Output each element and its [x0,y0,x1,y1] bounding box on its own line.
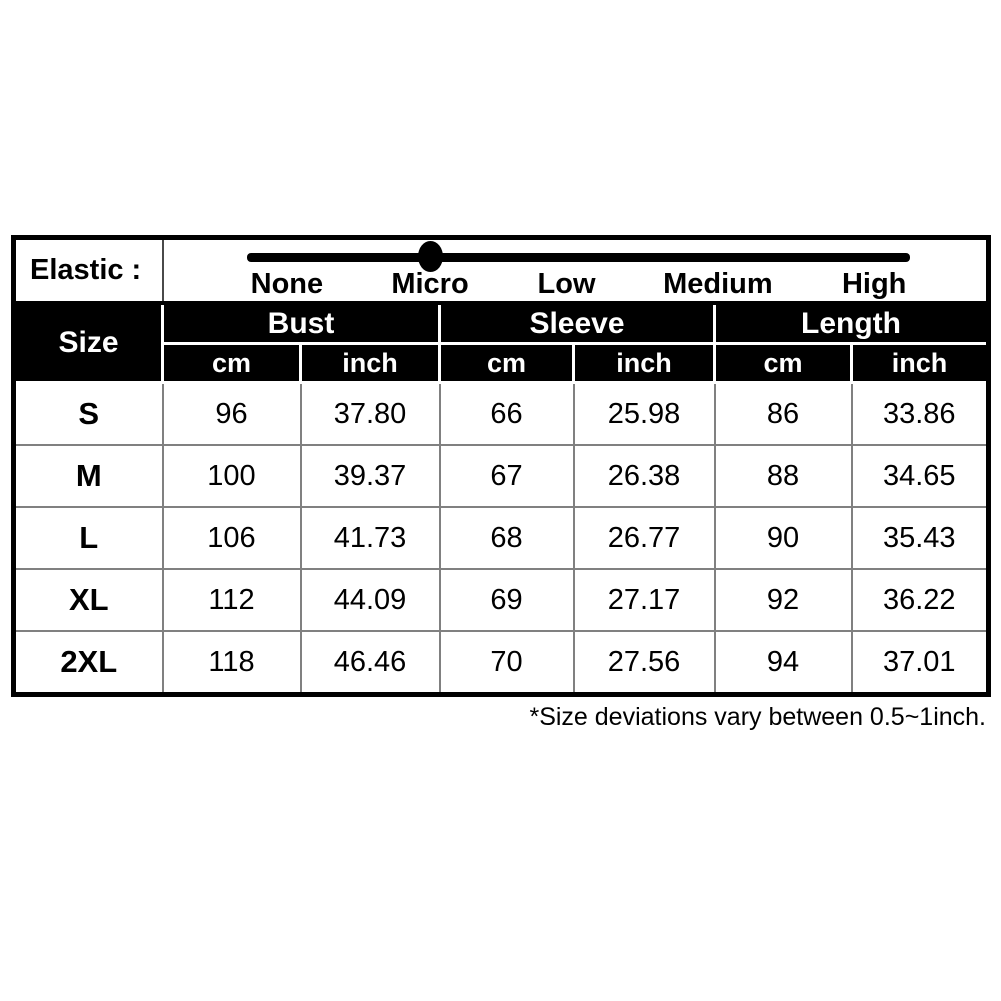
table-row-l: L 106 41.73 68 26.77 90 35.43 [12,506,990,570]
cell-length-inch: 35.43 [850,506,990,570]
cell-length-inch: 37.01 [850,630,990,696]
table-row-2xl: 2XL 118 46.46 70 27.56 94 37.01 [12,630,990,696]
cell-bust-inch: 46.46 [299,630,441,696]
table-row-xl: XL 112 44.09 69 27.17 92 36.22 [12,568,990,632]
elastic-option-medium: Medium [663,268,773,300]
cell-length-inch: 36.22 [850,568,990,632]
cell-sleeve-cm: 68 [438,506,575,570]
size-label: M [12,444,164,508]
header-unit-row: cm inch cm inch cm inch [14,342,991,384]
measurement-table: Elastic : None Micro Low Medium High Siz… [11,235,992,697]
cell-sleeve-inch: 26.38 [572,444,716,508]
cell-bust-cm: 100 [161,444,302,508]
cell-length-cm: 90 [713,506,853,570]
cell-length-cm: 88 [713,444,853,508]
cell-bust-cm: 106 [161,506,302,570]
cell-sleeve-cm: 66 [438,381,575,446]
cell-sleeve-inch: 27.17 [572,568,716,632]
cell-bust-inch: 41.73 [299,506,441,570]
elastic-option-low: Low [537,268,596,300]
cell-sleeve-inch: 26.77 [572,506,716,570]
unit-sleeve-inch: inch [572,342,716,384]
elastic-scale: None Micro Low Medium High [162,237,989,305]
unit-length-cm: cm [713,342,853,384]
header-bust: Bust [161,301,441,345]
cell-bust-inch: 44.09 [299,568,441,632]
table-row-s: S 96 37.80 66 25.98 86 33.86 [12,381,990,446]
unit-bust-cm: cm [161,342,302,384]
cell-bust-inch: 37.80 [299,381,441,446]
unit-bust-inch: inch [299,342,441,384]
header-size: Size [12,301,164,384]
elastic-slider-thumb-icon [418,241,443,272]
size-label: XL [12,568,164,632]
elastic-row: Elastic : None Micro Low Medium High [13,237,989,305]
unit-sleeve-cm: cm [438,342,575,384]
size-deviation-note: *Size deviations vary between 0.5~1inch. [529,703,986,731]
cell-length-cm: 92 [713,568,853,632]
cell-sleeve-inch: 25.98 [572,381,716,446]
size-label: L [12,506,164,570]
unit-length-inch: inch [849,342,991,384]
cell-length-inch: 34.65 [850,444,990,508]
elastic-label: Elastic : [13,237,164,305]
size-label: 2XL [12,630,164,696]
cell-length-cm: 94 [713,630,853,696]
header-sleeve: Sleeve [438,301,716,345]
header-length: Length [712,301,991,345]
cell-sleeve-cm: 69 [438,568,575,632]
elastic-slider-track [246,253,910,262]
cell-sleeve-inch: 27.56 [572,630,716,696]
cell-sleeve-cm: 67 [438,444,575,508]
header-group-row: Size Bust Sleeve Length [12,301,991,384]
elastic-option-micro: Micro [391,268,469,300]
elastic-option-none: None [250,268,324,300]
cell-sleeve-cm: 70 [438,630,575,696]
cell-bust-cm: 96 [161,381,302,446]
cell-length-cm: 86 [713,381,853,446]
size-chart-table: Elastic : None Micro Low Medium High Siz… [11,235,992,697]
cell-length-inch: 33.86 [850,381,990,446]
cell-bust-cm: 112 [161,568,302,632]
size-label: S [12,381,164,446]
elastic-option-high: High [841,268,907,300]
cell-bust-inch: 39.37 [299,444,441,508]
cell-bust-cm: 118 [161,630,302,696]
table-row-m: M 100 39.37 67 26.38 88 34.65 [12,444,990,508]
